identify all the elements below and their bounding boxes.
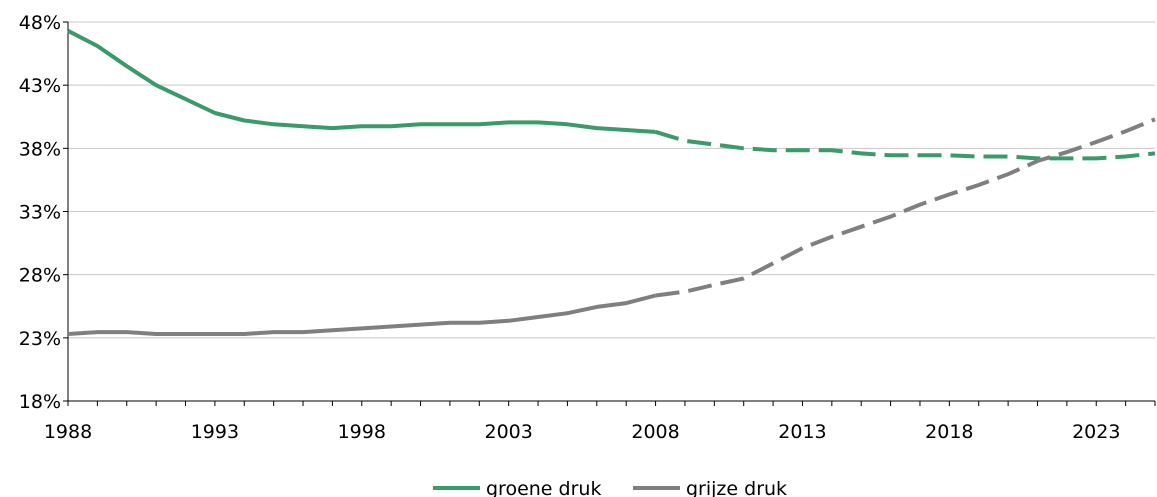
x-tick-label-1993: 1993 xyxy=(191,421,239,443)
series-line-groene-druk-projected xyxy=(655,129,1156,161)
y-tick-label-43: 43% xyxy=(19,75,61,97)
x-tick-label-1988: 1988 xyxy=(44,421,92,443)
y-tick-label-18: 18% xyxy=(19,391,61,413)
legend-label-grijze-druk: grijze druk xyxy=(686,478,787,497)
series-line-grijze-druk-projected xyxy=(655,117,1156,298)
y-tick-label-33: 33% xyxy=(19,202,61,224)
y-tick-label-28: 28% xyxy=(19,265,61,287)
x-tick-label-2013: 2013 xyxy=(778,421,826,443)
x-tick-label-2003: 2003 xyxy=(484,421,532,443)
x-tick-label-1998: 1998 xyxy=(338,421,386,443)
series-line-groene-druk-observed xyxy=(67,29,656,134)
y-tick-label-38: 38% xyxy=(19,138,61,160)
x-tick-label-2023: 2023 xyxy=(1072,421,1120,443)
y-axis-tick-labels: 18% 23% 28% 33% 38% 43% 48% xyxy=(19,12,61,413)
x-tick-label-2008: 2008 xyxy=(631,421,679,443)
grid-lines xyxy=(68,21,1155,339)
y-tick-label-23: 23% xyxy=(19,328,61,350)
legend: groene druk grijze druk xyxy=(433,478,787,497)
x-tick-label-2018: 2018 xyxy=(925,421,973,443)
legend-label-groene-druk: groene druk xyxy=(486,478,601,497)
series-line-grijze-druk-observed xyxy=(67,293,657,336)
series-lines xyxy=(67,29,1156,336)
y-tick-label-48: 48% xyxy=(19,12,61,34)
axes xyxy=(63,21,1156,406)
x-axis-tick-labels: 1988 1993 1998 2003 2008 2013 2018 2023 xyxy=(44,421,1121,443)
